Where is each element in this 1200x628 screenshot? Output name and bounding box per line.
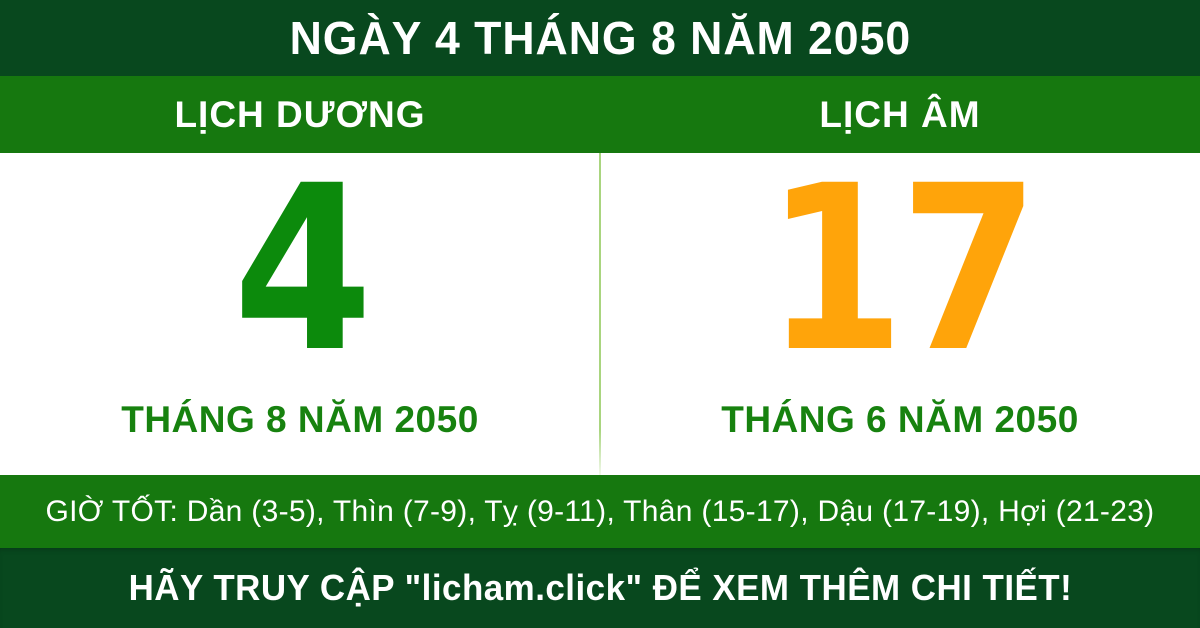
solar-day-number-wrap: 4 xyxy=(224,153,377,385)
good-hours-text: GIỜ TỐT: Dần (3-5), Thìn (7-9), Tỵ (9-11… xyxy=(45,494,1155,528)
days-area: 4 THÁNG 8 NĂM 2050 17 THÁNG 6 NĂM 2050 xyxy=(0,153,1200,475)
solar-day-number: 4 xyxy=(232,136,373,402)
page-title: NGÀY 4 THÁNG 8 NĂM 2050 xyxy=(289,12,911,64)
lunar-day-number: 17 xyxy=(765,136,1040,402)
solar-calendar-label: LỊCH DƯƠNG xyxy=(174,93,426,135)
solar-day-panel: 4 THÁNG 8 NĂM 2050 xyxy=(0,153,600,475)
lunar-day-number-wrap: 17 xyxy=(747,153,1052,385)
solar-month-year: THÁNG 8 NĂM 2050 xyxy=(121,399,479,440)
column-divider xyxy=(599,153,601,475)
good-hours-bar: GIỜ TỐT: Dần (3-5), Thìn (7-9), Tỵ (9-11… xyxy=(0,475,1200,548)
header-bar: NGÀY 4 THÁNG 8 NĂM 2050 xyxy=(0,0,1200,76)
footer-cta-text: HÃY TRUY CẬP "licham.click" ĐỂ XEM THÊM … xyxy=(128,567,1072,608)
footer-bar: HÃY TRUY CẬP "licham.click" ĐỂ XEM THÊM … xyxy=(0,548,1200,628)
lunar-month-year: THÁNG 6 NĂM 2050 xyxy=(721,399,1079,440)
lunar-day-panel: 17 THÁNG 6 NĂM 2050 xyxy=(600,153,1200,475)
lunar-calendar-label: LỊCH ÂM xyxy=(819,93,981,135)
calendar-type-row: LỊCH DƯƠNG LỊCH ÂM xyxy=(0,76,1200,153)
